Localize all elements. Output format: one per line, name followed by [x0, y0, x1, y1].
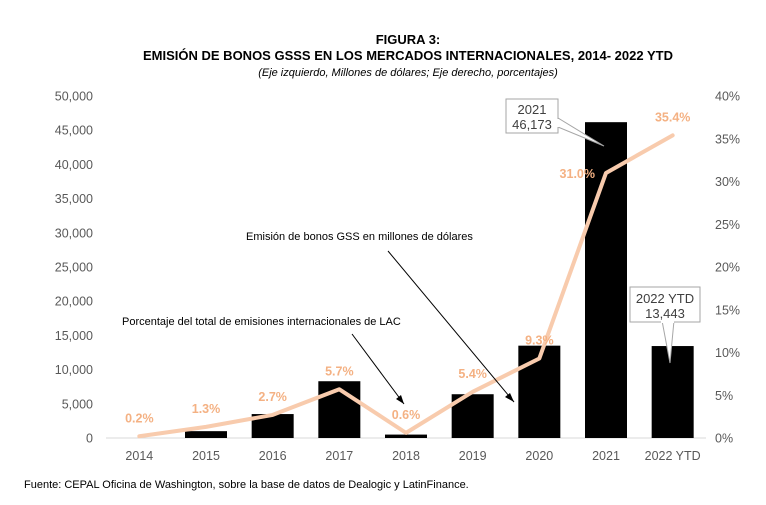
svg-text:2022 YTD: 2022 YTD: [636, 291, 694, 306]
x-tick-label: 2016: [259, 449, 287, 463]
line-data-label: 35.4%: [655, 110, 690, 124]
y-right-tick-label: 10%: [715, 346, 740, 360]
annotation-bonds-arrowhead: [505, 393, 514, 402]
x-tick-label: 2015: [192, 449, 220, 463]
x-tick-label: 2021: [592, 449, 620, 463]
bar: [185, 431, 227, 438]
y-right-tick-label: 20%: [715, 261, 740, 275]
y-left-tick-label: 30,000: [55, 226, 93, 240]
line-data-label: 31.0%: [560, 167, 595, 181]
annotation-share-arrowhead: [396, 395, 404, 404]
annotation-bonds-arrow: [387, 250, 515, 403]
y-left-tick-label: 45,000: [55, 124, 93, 138]
y-right-tick-label: 15%: [715, 303, 740, 317]
line-data-label: 0.6%: [392, 408, 421, 422]
y-left-tick-label: 15,000: [55, 329, 93, 343]
y-right-tick-label: 30%: [715, 175, 740, 189]
y-left-tick-label: 25,000: [55, 261, 93, 275]
bar: [251, 414, 294, 438]
line-data-label: 1.3%: [192, 402, 221, 416]
x-tick-label: 2014: [125, 449, 153, 463]
line-data-label: 5.4%: [458, 367, 487, 381]
y-right-tick-label: 25%: [715, 218, 740, 232]
y-left-tick-label: 10,000: [55, 363, 93, 377]
y-right-tick-label: 40%: [715, 90, 740, 104]
chart-subtitle: (Eje izquierdo, Millones de dólares; Eje…: [258, 67, 558, 79]
x-tick-label: 2017: [325, 449, 353, 463]
y-right-tick-label: 5%: [715, 389, 733, 403]
y-left-tick-label: 35,000: [55, 192, 93, 206]
bar: [651, 346, 694, 438]
x-axis: 2014 2015 2016 2017 2018 2019 2020 2021 2022 YTD: [125, 449, 700, 463]
line-data-label: 5.7%: [325, 364, 354, 378]
svg-text:13,443: 13,443: [645, 306, 685, 321]
line-data-label: 9.3%: [525, 333, 554, 347]
percentage-line: [137, 133, 675, 439]
line-data-label: 2.7%: [258, 390, 287, 404]
y-left-tick-label: 5,000: [62, 397, 93, 411]
bar: [518, 345, 561, 438]
figure-label: FIGURA 3:: [376, 32, 441, 47]
x-tick-label: 2019: [459, 449, 487, 463]
x-tick-label: 2018: [392, 449, 420, 463]
callout-2022-ytd: 2022 YTD 13,443: [629, 286, 701, 364]
y-left-tick-label: 0: [86, 432, 93, 446]
annotation-share-arrow: [351, 333, 405, 405]
chart-title: EMISIÓN DE BONOS GSSS EN LOS MERCADOS IN…: [143, 48, 673, 63]
source-note: Fuente: CEPAL Oficina de Washington, sob…: [24, 479, 469, 491]
y-right-tick-label: 35%: [715, 132, 740, 146]
x-tick-label: 2022 YTD: [645, 449, 701, 463]
annotation-share: Porcentaje del total de emisiones intern…: [122, 316, 401, 328]
y-right-tick-label: 0%: [715, 432, 733, 446]
line-data-label: 0.2%: [125, 411, 154, 425]
y-left-tick-label: 40,000: [55, 158, 93, 172]
x-tick-label: 2020: [525, 449, 553, 463]
y-axis-right: 0% 5% 10% 15% 20% 25% 30% 35% 40%: [715, 90, 740, 446]
svg-text:2021: 2021: [518, 102, 547, 117]
callout-2021: 2021 46,173: [505, 98, 605, 147]
svg-text:46,173: 46,173: [512, 117, 552, 132]
y-left-tick-label: 20,000: [55, 295, 93, 309]
annotation-bonds: Emisión de bonos GSS en millones de dóla…: [246, 231, 473, 243]
percentage-labels: 0.2% 1.3% 2.7% 5.7% 0.6% 5.4% 9.3% 31.0% 35.4%: [125, 110, 690, 425]
y-left-tick-label: 50,000: [55, 90, 93, 104]
y-axis-left: 0 5,000 10,000 15,000 20,000 25,000 30,000 35,0…: [55, 90, 93, 446]
bar: [385, 434, 427, 438]
